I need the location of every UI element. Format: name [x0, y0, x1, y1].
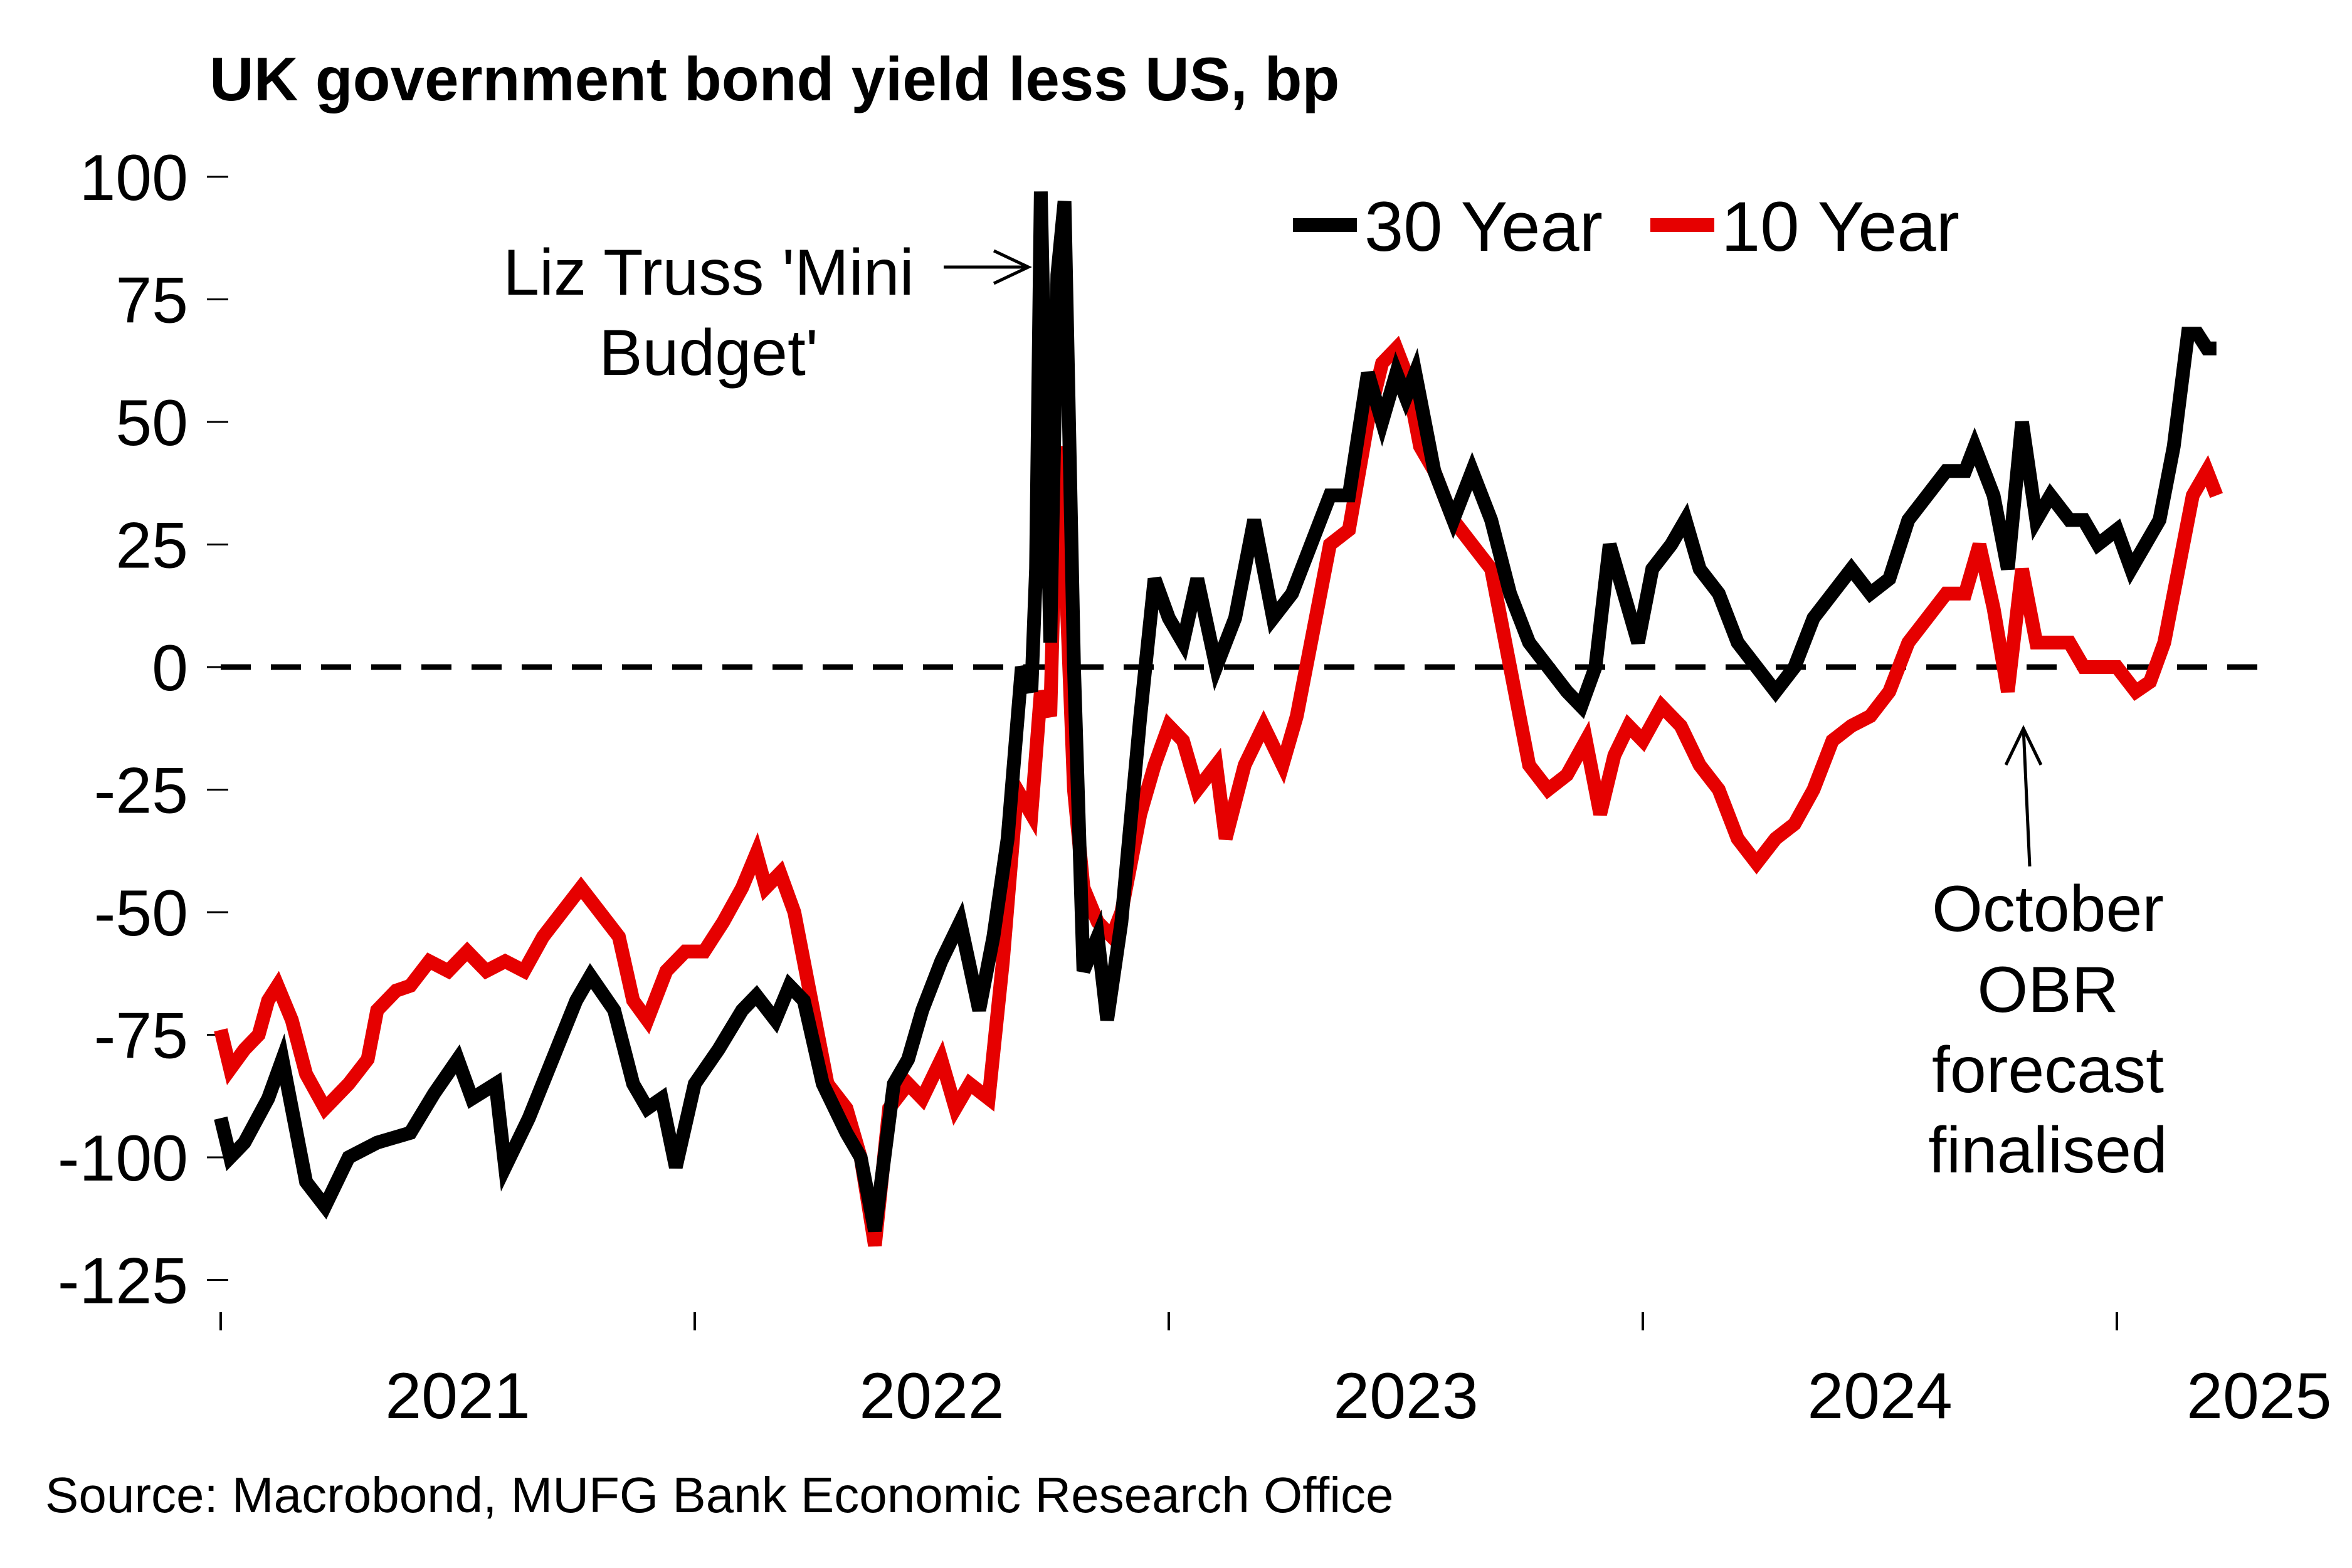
y-tick-label: 50: [115, 387, 188, 460]
series-group: [214, 191, 2223, 1247]
annotation-mini-budget: Liz Truss 'Mini Budget': [503, 236, 1032, 389]
x-tick-label: 2022: [859, 1360, 1004, 1433]
x-tick-label: 2023: [1333, 1360, 1478, 1433]
series-line-30-year: [214, 191, 2217, 1233]
y-axis: 100 75 50 25 0 -25 -50 -75 -100 -125: [58, 142, 228, 1318]
chart-title: UK government bond yield less US, bp: [209, 45, 1339, 113]
legend-label-10-year: 10 Year: [1721, 187, 1959, 266]
x-tick-label: 2024: [1807, 1360, 1952, 1433]
x-tick-label: 2025: [2186, 1360, 2331, 1433]
annotation-obr-line-2: OBR: [1977, 954, 2118, 1026]
annotation-obr-line-1: October: [1932, 873, 2164, 945]
y-tick-label: -50: [94, 877, 188, 950]
arrow-up-icon: [2004, 725, 2043, 867]
y-tick-label: 25: [115, 510, 188, 582]
annotation-obr-line-4: finalised: [1928, 1114, 2168, 1187]
y-tick-label: -125: [58, 1245, 188, 1318]
y-tick-label: 100: [79, 142, 188, 214]
legend: 30 Year 10 Year: [1293, 187, 1959, 266]
y-tick-label: -75: [94, 1000, 188, 1073]
annotation-mini-budget-line-1: Liz Truss 'Mini: [503, 236, 914, 309]
annotation-obr-line-3: forecast: [1932, 1034, 2164, 1107]
arrow-right-icon: [944, 249, 1032, 285]
series-line-10-year: [214, 335, 2223, 1247]
legend-swatch-10-year: [1650, 218, 1714, 232]
annotation-mini-budget-line-2: Budget': [599, 317, 818, 389]
y-tick-label: -100: [58, 1122, 188, 1195]
y-tick-label: 0: [152, 632, 188, 705]
x-tick-label: 2021: [385, 1360, 530, 1433]
y-tick-label: -25: [94, 755, 188, 828]
legend-swatch-30-year: [1293, 218, 1357, 232]
annotation-october-obr: October OBR forecast finalised: [1928, 725, 2168, 1187]
source-note: Source: Macrobond, MUFG Bank Economic Re…: [45, 1467, 1394, 1523]
x-axis: 2021 2022 2023 2024 2025: [219, 1312, 2331, 1433]
y-tick-label: 75: [115, 265, 188, 337]
legend-label-30-year: 30 Year: [1364, 187, 1603, 266]
